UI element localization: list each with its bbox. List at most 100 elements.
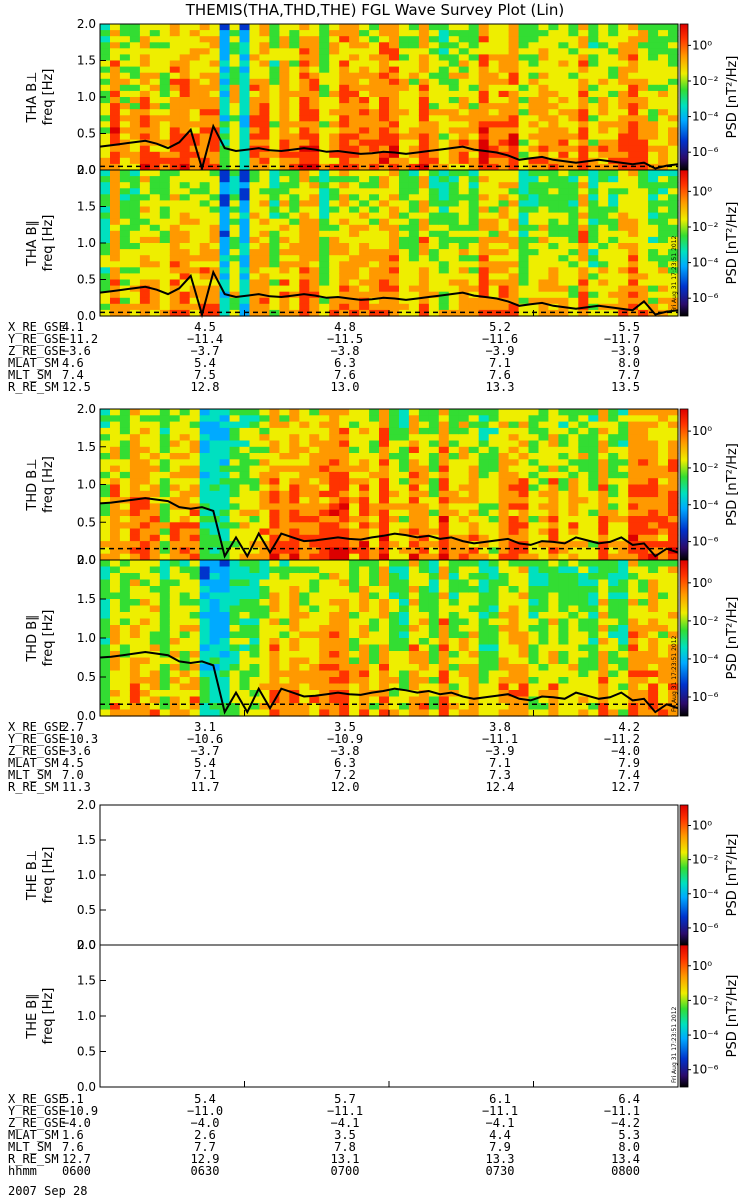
spectrogram-cell — [209, 255, 221, 262]
spectrogram-cell — [588, 48, 599, 55]
spectrogram-cell — [668, 182, 679, 189]
spectrogram-cell — [359, 297, 370, 305]
spectrogram-cell — [159, 573, 171, 581]
spectrogram-cell — [149, 690, 161, 698]
spectrogram-cell — [169, 484, 181, 492]
spectrogram-cell — [149, 497, 161, 504]
spectrogram-cell — [558, 553, 569, 561]
spectrogram-cell — [189, 709, 201, 717]
spectrogram-cell — [299, 42, 310, 49]
spectrogram-cell — [299, 638, 310, 646]
spectrogram-cell — [149, 528, 161, 536]
spectrogram-cell — [259, 267, 270, 274]
spectrogram-cell — [159, 670, 171, 678]
spectrogram-cell — [668, 471, 679, 479]
spectrogram-cell — [149, 509, 161, 517]
spectrogram-cell — [578, 285, 589, 293]
spectrogram-cell — [110, 90, 121, 98]
spectrogram-cell — [339, 553, 350, 561]
spectrogram-cell — [269, 478, 280, 486]
spectrogram-cell — [428, 434, 440, 442]
spectrogram-cell — [548, 243, 559, 250]
spectrogram-cell — [359, 459, 370, 467]
spectrogram-cell — [329, 236, 340, 244]
spectrogram-cell — [399, 446, 410, 454]
spectrogram-cell — [299, 66, 310, 74]
spectrogram-cell — [548, 497, 559, 504]
spectrogram-cell — [558, 42, 569, 49]
spectrogram-cell — [408, 553, 420, 561]
spectrogram-cell — [269, 170, 280, 177]
spectrogram-cell — [518, 261, 530, 268]
spectrogram-cell — [618, 547, 629, 555]
spectrogram-cell — [498, 446, 510, 454]
spectrogram-cell — [369, 151, 380, 159]
spectrogram-cell — [309, 631, 320, 639]
spectrogram-cell — [329, 36, 340, 43]
spectrogram-cell — [269, 78, 280, 86]
spectrogram-cell — [179, 664, 191, 672]
spectrogram-cell — [219, 273, 231, 281]
spectrogram-cell — [468, 115, 480, 122]
spectrogram-cell — [628, 478, 639, 486]
spectrogram-cell — [269, 163, 280, 171]
spectrogram-cell — [169, 497, 181, 504]
spectrogram-cell — [408, 200, 420, 208]
spectrogram-cell — [658, 115, 669, 122]
spectrogram-cell — [269, 157, 280, 165]
spectrogram-cell — [598, 297, 609, 305]
spectrogram-cell — [189, 170, 201, 177]
spectrogram-cell — [458, 72, 470, 80]
spectrogram-cell — [349, 90, 360, 98]
spectrogram-cell — [259, 516, 270, 523]
spectrogram-cell — [468, 459, 480, 467]
spectrogram-cell — [518, 279, 530, 287]
spectrogram-cell — [139, 592, 151, 600]
spectrogram-cell — [279, 200, 290, 208]
spectrogram-cell — [239, 677, 251, 685]
spectrogram-cell — [438, 465, 450, 473]
spectrogram-cell — [309, 48, 320, 55]
spectrogram-cell — [359, 36, 370, 43]
spectrogram-cell — [558, 230, 569, 238]
spectrogram-cell — [528, 409, 540, 416]
y-tick-label: 2.0 — [77, 17, 96, 31]
spectrogram-cell — [408, 516, 420, 523]
spectrogram-cell — [379, 115, 390, 122]
spectrogram-cell — [329, 516, 340, 523]
spectrogram-cell — [329, 48, 340, 55]
spectrogram-cell — [628, 440, 639, 448]
spectrogram-cell — [638, 516, 649, 523]
spectrogram-cell — [548, 194, 559, 201]
spectrogram-cell — [249, 297, 261, 305]
y-tick-label: 1.5 — [77, 200, 96, 214]
spectrogram-cell — [658, 255, 669, 262]
spectrogram-cell — [239, 90, 251, 98]
spectrogram-cell — [319, 97, 330, 104]
spectrogram-cell — [558, 48, 569, 55]
spectrogram-cell — [139, 683, 151, 691]
spectrogram-cell — [100, 709, 111, 717]
spectrogram-cell — [578, 243, 589, 250]
spectrogram-cell — [249, 273, 261, 281]
spectrogram-cell — [528, 303, 540, 311]
spectrogram-cell — [389, 243, 400, 250]
spectrogram-cell — [289, 121, 300, 128]
spectrogram-cell — [548, 66, 559, 74]
spectrogram-cell — [139, 194, 151, 201]
spectrogram-cell — [209, 434, 221, 442]
spectrogram-cell — [668, 170, 679, 177]
spectrogram-cell — [668, 30, 679, 37]
spectrogram-cell — [119, 586, 131, 594]
spectrogram-cell — [568, 163, 579, 171]
spectrogram-cell — [179, 631, 191, 639]
spectrogram-cell — [199, 415, 211, 423]
spectrogram-cell — [299, 484, 310, 492]
spectrogram-cell — [249, 440, 261, 448]
spectrogram-cell — [129, 66, 141, 74]
spectrogram-cell — [179, 151, 191, 159]
spectrogram-cell — [269, 200, 280, 208]
spectrogram-cell — [448, 291, 460, 299]
spectrogram-cell — [668, 249, 679, 256]
